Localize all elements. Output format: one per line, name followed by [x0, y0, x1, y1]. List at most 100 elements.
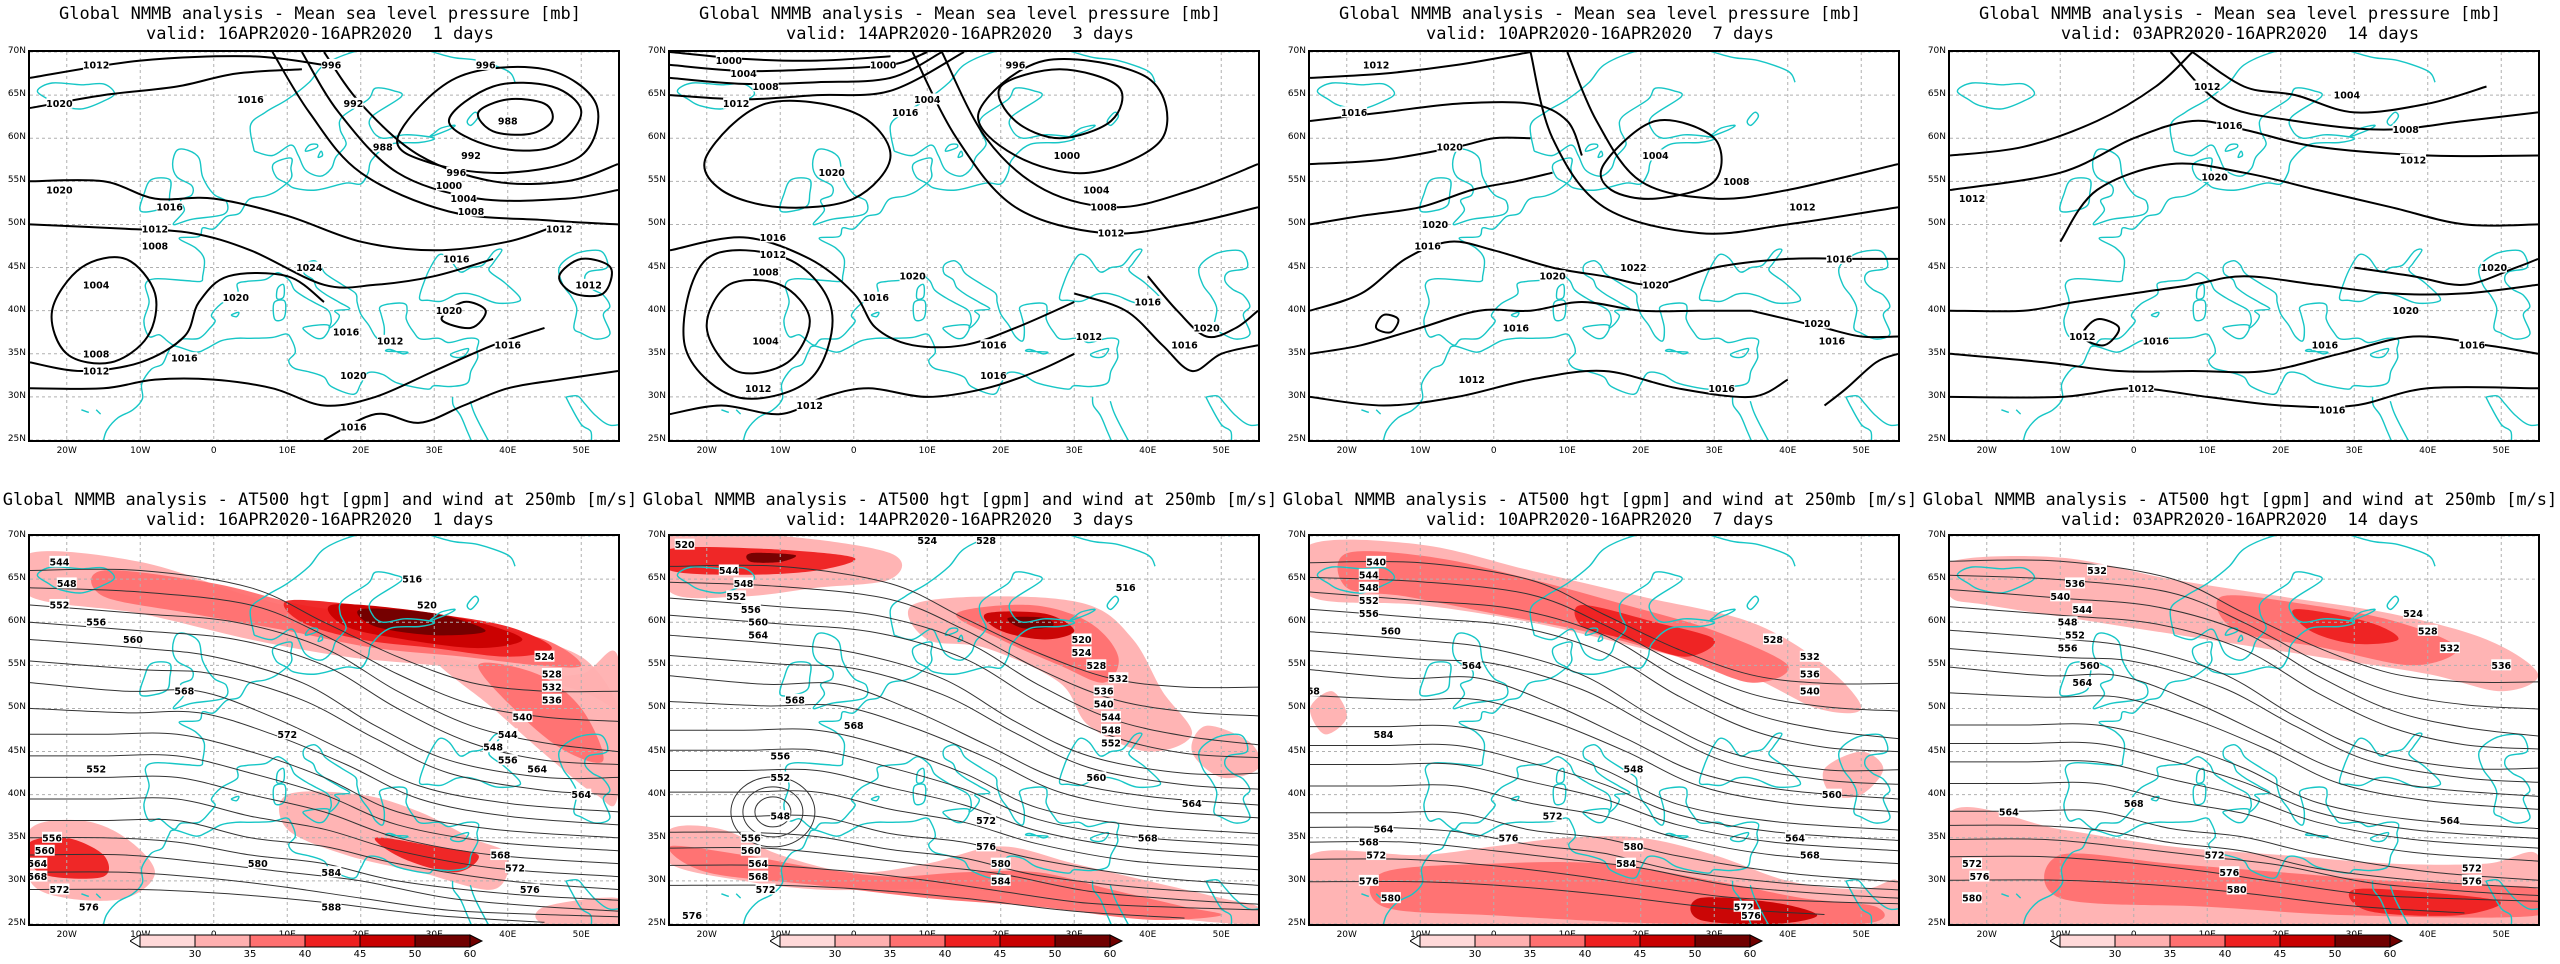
colorbar-tick: 50 [2328, 949, 2342, 960]
contour-label: 1016 [1503, 323, 1530, 334]
contour-label-bg [1799, 685, 1820, 697]
contour-label-bg [899, 270, 926, 282]
contour-label-bg [818, 166, 845, 178]
contour-label: 540 [2050, 592, 2070, 603]
contour-label: 1020 [436, 306, 463, 317]
height-contour [1950, 809, 2538, 881]
contour-label-bg [497, 114, 518, 126]
isobar [703, 99, 892, 209]
coastline [230, 311, 240, 318]
contour-label-bg [340, 369, 367, 381]
contour-label-bg [1821, 788, 1842, 800]
contour-label-bg [740, 844, 761, 856]
contour-label: 572 [1543, 812, 1563, 823]
height-contour [1310, 608, 1898, 753]
latitude-label: 70N [7, 46, 26, 56]
contour-label: 576 [79, 902, 99, 913]
height-contour [670, 564, 1258, 689]
contour-label: 520 [417, 600, 437, 611]
latitude-label: 45N [1287, 745, 1306, 756]
contour-label-bg [1358, 594, 1379, 606]
coastline [1109, 884, 1129, 924]
coastline [1845, 396, 1873, 440]
isobar [2191, 52, 2487, 114]
map-frame: 1012 996 996 1020 1016 992 988 988 992 996 1000 100… [28, 50, 620, 442]
contour-label-bg [1539, 270, 1566, 282]
longitude-label: 0 [2130, 446, 2137, 456]
contour-label: 532 [1108, 674, 1128, 685]
contour-label: 1004 [730, 69, 757, 80]
wind-speed-shading [1574, 604, 1716, 657]
contour-label-bg [976, 814, 997, 826]
height-contour [1950, 648, 2538, 783]
contour-label-bg [416, 598, 437, 610]
coastline [302, 324, 331, 340]
height-contour [670, 728, 1258, 835]
colorbar-tick: 50 [408, 949, 422, 960]
latitude-label: 30N [7, 874, 26, 885]
height-contour [1950, 559, 2538, 684]
coastline [1709, 608, 1736, 622]
contour-label: 1020 [2481, 263, 2508, 274]
longitude-label: 20W [1976, 930, 1997, 940]
isobar [1823, 352, 1898, 407]
colorbar-arrow-high [1109, 934, 1124, 948]
contour-label: 1012 [377, 336, 403, 347]
coastline [1746, 111, 1760, 127]
longitude-label: 10E [1558, 446, 1576, 456]
coastline [2338, 732, 2442, 789]
latitude-label: 60N [7, 132, 26, 143]
colorbar-bin [1639, 934, 1696, 948]
longitude-label: 30E [2345, 446, 2363, 456]
height-contour [30, 754, 618, 852]
height-contour [1950, 879, 2465, 914]
latitude-label: 40N [1927, 788, 1946, 799]
contour-label: 568 [1138, 833, 1158, 844]
contour-label: 544 [498, 730, 518, 741]
contour-label: 544 [49, 557, 69, 568]
coastline [2222, 808, 2251, 824]
contour-label-bg [755, 883, 776, 895]
colorbar-arrow-high [2389, 934, 2404, 948]
contour-label: 544 [1359, 570, 1379, 581]
colorbar-tick: 45 [1633, 949, 1647, 960]
coastline [1664, 832, 1689, 839]
coastline [2195, 767, 2206, 784]
contour-label: 1016 [1819, 336, 1846, 347]
colorbar-arrow-low [130, 934, 141, 948]
coastline [2478, 733, 2531, 824]
latitude-label: 35N [1927, 347, 1946, 358]
contour-label: 576 [2462, 876, 2482, 887]
isobar [1310, 101, 1583, 156]
latitude-label: 55N [7, 175, 26, 186]
coastline [1729, 831, 1750, 843]
contour-label-bg [2417, 624, 2438, 636]
contour-label: 1016 [980, 341, 1007, 352]
coastline [2169, 52, 2436, 152]
colorbar-arrow-low [770, 934, 781, 948]
contour-label: 572 [1962, 859, 1982, 870]
colorbar-bin [889, 934, 946, 948]
contour-label: 1016 [156, 203, 183, 214]
contour-label: 556 [42, 833, 62, 844]
latitude-label: 70N [1927, 530, 1946, 540]
coastline [1552, 783, 1567, 806]
coastline [2224, 143, 2239, 152]
height-contour [30, 568, 618, 693]
contour-label-bg [546, 222, 573, 234]
contour-label-bg [156, 201, 183, 213]
contour-label: 1012 [1098, 229, 1124, 240]
panel-valid-period: valid: 14APR2020-16APR2020 3 days [786, 24, 1134, 44]
map-frame: 5405445485525565605645685285325365405845… [1308, 534, 1900, 926]
contour-label-bg [1005, 58, 1026, 70]
contour-label-bg [541, 667, 562, 679]
colorbar-bin [944, 934, 1001, 948]
colorbar-tick: 40 [298, 949, 312, 960]
colorbar-arrow-high [469, 934, 484, 948]
coastline [1746, 595, 1760, 611]
latitude-label: 60N [1287, 132, 1306, 143]
map-svg: 520 524 5285445485525565605645165205245285… [670, 536, 1258, 924]
longitude-label: 10E [278, 446, 296, 456]
contour-label: 1020 [899, 272, 926, 283]
contour-label: 572 [1734, 902, 1754, 913]
